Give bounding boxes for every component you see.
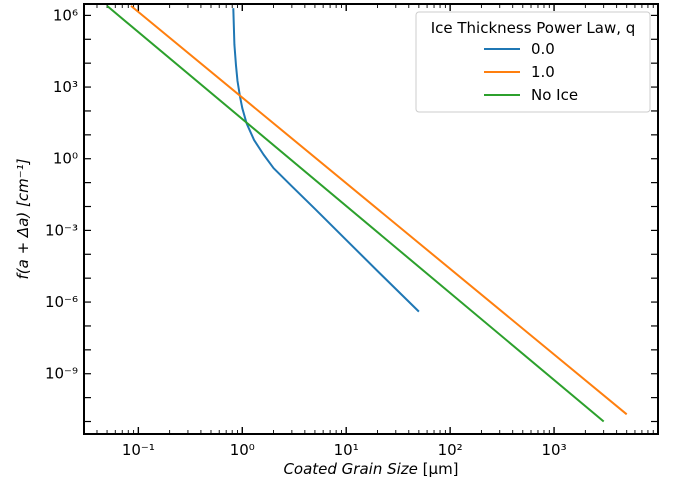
x-tick-label: 10¹ — [334, 441, 359, 459]
legend-entries: 0.0 1.0 No Ice — [484, 40, 578, 104]
x-tick-label: 10² — [438, 441, 463, 459]
x-tick-label: 10³ — [542, 441, 567, 459]
y-tick-label: 10⁰ — [53, 150, 78, 168]
y-axis-label: f(a + Δa) [cm⁻¹] — [14, 158, 32, 279]
y-tick-label: 10⁶ — [53, 6, 78, 24]
x-axis-label-unit: [μm] — [418, 460, 459, 478]
legend-box — [415, 11, 651, 113]
x-axis-label: Coated Grain Size [μm] — [283, 460, 458, 478]
y-tick-label: 10⁻⁶ — [45, 293, 78, 311]
x-tick-label: 10⁻¹ — [122, 441, 155, 459]
x-tick-label: 10⁰ — [230, 441, 255, 459]
legend-label: No Ice — [531, 86, 578, 104]
legend: Ice Thickness Power Law, q 0.0 1.0 No Ice — [415, 11, 651, 113]
x-axis-label-main: Coated Grain Size — [283, 460, 417, 478]
y-tick-label: 10⁻³ — [45, 221, 78, 239]
legend-title: Ice Thickness Power Law, q — [431, 19, 636, 37]
y-tick-label: 10³ — [53, 78, 78, 96]
ticks — [83, 4, 659, 434]
legend-label: 1.0 — [531, 63, 555, 81]
tick-labels: 10⁻¹ 10⁰ 10¹ 10² 10³ 10⁶ 10³ 10⁰ 10⁻³ 10⁻⁶ 10⁻⁹ — [45, 6, 567, 459]
series-lines — [106, 5, 628, 423]
series-line-1-0 — [130, 5, 628, 416]
legend-label: 0.0 — [531, 40, 555, 58]
y-tick-label: 10⁻⁹ — [45, 365, 78, 383]
series-line-no-ice — [106, 5, 605, 423]
plot-frame — [83, 3, 659, 435]
series-line-0-0 — [232, 8, 420, 313]
